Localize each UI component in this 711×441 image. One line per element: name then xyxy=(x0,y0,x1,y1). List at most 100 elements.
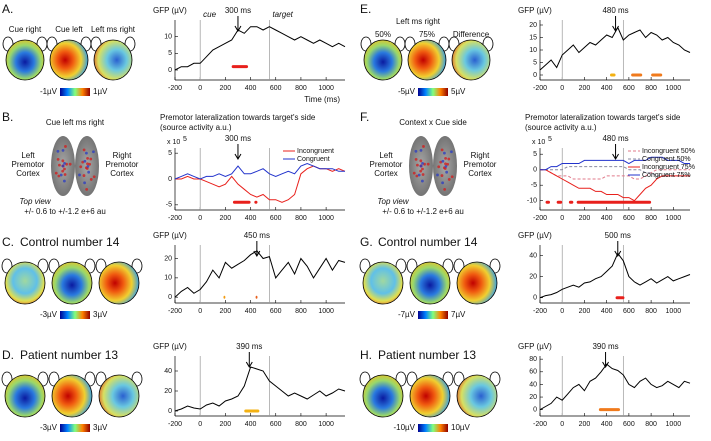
brain-label: Left xyxy=(379,151,393,160)
activity-spot xyxy=(414,158,418,161)
legend-label: Congruent xyxy=(297,156,330,163)
brain-label: Cortex xyxy=(374,169,398,178)
x-tick-label: 400 xyxy=(601,308,613,315)
x-tick-label: 1000 xyxy=(318,308,334,315)
data-line xyxy=(174,26,346,71)
x-tick-label: -200 xyxy=(533,421,547,428)
x-tick-label: 0 xyxy=(198,215,202,222)
activity-spot xyxy=(85,151,88,155)
activity-spot xyxy=(56,149,60,153)
y-axis-title: GFP (µV) xyxy=(518,342,552,351)
topomap xyxy=(451,39,491,81)
annotation-arrowhead xyxy=(234,25,242,32)
y-scale-label: x 10 xyxy=(532,139,545,146)
y-tick-label: 0 xyxy=(533,167,537,174)
annotation-label: 390 ms xyxy=(592,342,618,351)
x-tick-label: 0 xyxy=(198,85,202,92)
data-line xyxy=(540,166,690,177)
x-axis-title: Time (ms) xyxy=(304,95,340,104)
y-axis-title: GFP (µV) xyxy=(153,342,187,351)
activity-spot xyxy=(447,178,451,181)
activity-spot xyxy=(420,179,424,183)
x-tick-label: 0 xyxy=(560,215,564,222)
chart-subtitle: (source activity a.u.) xyxy=(525,123,597,132)
topomap xyxy=(409,261,451,305)
annotation-label: 300 ms xyxy=(225,134,251,143)
x-tick-label: 600 xyxy=(623,215,635,222)
y-tick-label: 40 xyxy=(529,252,537,259)
x-tick-label: 400 xyxy=(601,85,613,92)
brain-label: Premotor xyxy=(12,160,45,169)
brain-label: Premotor xyxy=(464,160,497,169)
x-tick-label: 800 xyxy=(645,421,657,428)
x-tick-label: 800 xyxy=(645,215,657,222)
activity-spot xyxy=(445,170,449,174)
topomap xyxy=(363,39,403,81)
x-tick-label: 1000 xyxy=(318,85,334,92)
y-tick-label: 80 xyxy=(529,356,537,363)
x-tick-label: 400 xyxy=(245,421,257,428)
activity-spot xyxy=(446,162,450,166)
colorbar-label: 1µV xyxy=(93,87,108,96)
activity-spot xyxy=(58,163,61,167)
x-tick-label: 0 xyxy=(560,421,564,428)
activity-spot xyxy=(421,167,424,171)
y-tick-label: 0 xyxy=(168,294,172,301)
y-tick-label: 20 xyxy=(529,22,537,29)
data-line xyxy=(174,162,345,180)
activity-spot xyxy=(86,162,89,166)
x-tick-label: -200 xyxy=(168,308,182,315)
brain-label: Right xyxy=(113,151,132,160)
y-tick-label: 0 xyxy=(168,176,172,183)
significance-bar xyxy=(545,200,550,204)
legend-label: Congruent 50% xyxy=(642,156,691,163)
activity-spot xyxy=(421,162,424,165)
y-tick-label: 15 xyxy=(529,34,537,41)
brain-label: Premotor xyxy=(370,160,403,169)
x-tick-label: 800 xyxy=(295,215,307,222)
x-tick-label: 400 xyxy=(245,215,257,222)
y-tick-label: 0 xyxy=(168,67,172,74)
significance-bar xyxy=(255,295,258,299)
activity-spot xyxy=(412,171,416,175)
legend-label: Incongruent 50% xyxy=(642,148,695,155)
y-axis-title: GFP (µV) xyxy=(153,231,187,240)
event-label: cue xyxy=(203,10,216,19)
panel-heading: Control number 14 xyxy=(378,235,478,249)
activity-spot xyxy=(83,181,86,185)
x-tick-label: 600 xyxy=(270,421,282,428)
x-tick-label: 400 xyxy=(601,215,613,222)
y-axis-title: GFP (µV) xyxy=(153,6,187,15)
activity-spot xyxy=(86,156,89,160)
colorbar-label: 10µV xyxy=(451,423,471,432)
significance-bar xyxy=(556,200,563,204)
activity-spot xyxy=(81,160,85,164)
panel-letter: E. xyxy=(360,2,371,16)
topomap xyxy=(362,261,404,305)
chart-subtitle: (source activity a.u.) xyxy=(160,123,232,132)
activity-spot xyxy=(57,174,61,178)
activity-spot xyxy=(419,149,423,152)
panel-letter: H. xyxy=(360,348,372,362)
x-tick-label: 600 xyxy=(623,85,635,92)
x-tick-label: 600 xyxy=(270,308,282,315)
x-tick-label: 400 xyxy=(245,85,257,92)
annotation-arrowhead xyxy=(612,25,619,32)
data-line xyxy=(539,252,691,299)
y-tick-label: -5 xyxy=(531,182,537,189)
activity-spot xyxy=(61,149,65,152)
view-label: Top view xyxy=(377,197,410,206)
map-title: Left ms right xyxy=(91,25,136,34)
map-title: Difference xyxy=(453,30,490,39)
x-tick-label: 600 xyxy=(623,421,635,428)
y-tick-label: 0 xyxy=(533,295,537,302)
activity-spot xyxy=(82,174,86,177)
y-scale-exponent: 5 xyxy=(548,136,552,143)
x-tick-label: 1000 xyxy=(666,421,682,428)
topomap xyxy=(456,374,498,418)
activity-spot xyxy=(56,158,60,161)
topomap xyxy=(49,39,89,81)
brain-label: Cortex xyxy=(110,169,134,178)
x-tick-label: 800 xyxy=(295,308,307,315)
activity-spot xyxy=(61,164,65,168)
